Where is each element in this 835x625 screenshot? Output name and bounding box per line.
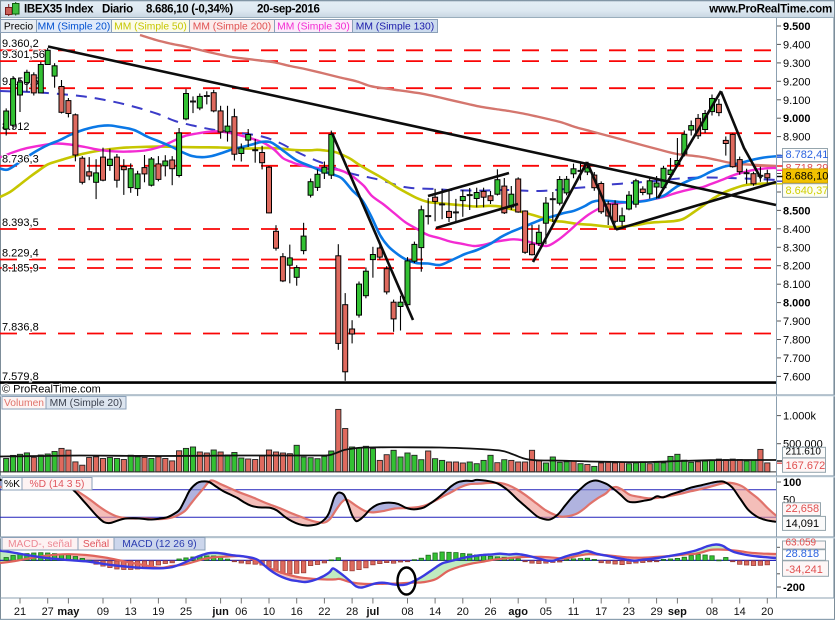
- svg-text:7.600: 7.600: [783, 371, 811, 383]
- svg-text:29: 29: [650, 606, 662, 618]
- svg-text:10: 10: [263, 606, 275, 618]
- svg-text:8.500: 8.500: [783, 205, 811, 217]
- svg-text:© ProRealTime.com: © ProRealTime.com: [2, 384, 101, 396]
- svg-text:9.301,56: 9.301,56: [2, 49, 45, 61]
- svg-text:8.736,3: 8.736,3: [2, 154, 39, 166]
- svg-text:-34,241: -34,241: [786, 564, 823, 576]
- svg-text:08: 08: [401, 606, 413, 618]
- svg-text:25: 25: [180, 606, 192, 618]
- svg-text:8.686,10 (-0,34%): 8.686,10 (-0,34%): [146, 4, 233, 16]
- svg-text:14: 14: [429, 606, 441, 618]
- svg-text:MM (Simple 20): MM (Simple 20): [50, 398, 123, 409]
- svg-text:14,091: 14,091: [786, 518, 820, 530]
- svg-text:jul: jul: [365, 606, 379, 618]
- svg-text:26: 26: [484, 606, 496, 618]
- svg-text:9.400: 9.400: [783, 39, 811, 51]
- svg-text:27: 27: [42, 606, 54, 618]
- svg-text:Diario: Diario: [102, 4, 133, 16]
- svg-text:11: 11: [568, 606, 579, 618]
- svg-text:8.200: 8.200: [783, 261, 811, 273]
- svg-text:IBEX35 Index: IBEX35 Index: [24, 4, 94, 16]
- svg-text:7.579,8: 7.579,8: [2, 371, 39, 383]
- svg-text:ago: ago: [508, 606, 528, 618]
- svg-text:8.393,5: 8.393,5: [2, 217, 39, 229]
- svg-text:may: may: [57, 606, 80, 618]
- svg-text:22,658: 22,658: [786, 503, 820, 515]
- svg-text:www.ProRealTime.com: www.ProRealTime.com: [708, 4, 832, 16]
- svg-text:09: 09: [97, 606, 109, 618]
- svg-text:jun: jun: [211, 606, 229, 618]
- svg-text:19: 19: [152, 606, 164, 618]
- svg-text:MM (Simple 20): MM (Simple 20): [38, 22, 111, 33]
- svg-text:9.200: 9.200: [783, 76, 811, 88]
- svg-text:8.782,41: 8.782,41: [786, 149, 829, 161]
- svg-text:14: 14: [734, 606, 746, 618]
- svg-text:8.686,10: 8.686,10: [786, 171, 829, 183]
- svg-text:28: 28: [346, 606, 358, 618]
- svg-text:211.610: 211.610: [786, 446, 822, 457]
- svg-text:MM (Simple 50): MM (Simple 50): [114, 22, 187, 33]
- svg-text:63.059: 63.059: [786, 538, 817, 549]
- svg-text:20: 20: [761, 606, 773, 618]
- svg-text:28.818: 28.818: [786, 548, 820, 560]
- svg-text:20: 20: [457, 606, 469, 618]
- svg-text:8.000: 8.000: [783, 298, 811, 310]
- svg-text:7.836,8: 7.836,8: [2, 322, 39, 334]
- svg-text:9.100: 9.100: [783, 95, 811, 107]
- svg-text:MM (Simple 130): MM (Simple 130): [356, 22, 434, 33]
- svg-text:8.900: 8.900: [783, 132, 811, 144]
- svg-text:22: 22: [318, 606, 330, 618]
- svg-text:8.300: 8.300: [783, 242, 811, 254]
- svg-text:23: 23: [623, 606, 635, 618]
- svg-text:20-sep-2016: 20-sep-2016: [257, 4, 320, 16]
- svg-text:8.640,37: 8.640,37: [786, 185, 829, 197]
- svg-text:167.672: 167.672: [786, 460, 826, 472]
- svg-text:21: 21: [14, 606, 26, 618]
- svg-text:sep: sep: [668, 606, 687, 618]
- svg-text:8.185,9: 8.185,9: [2, 263, 39, 275]
- svg-text:MM (Simple 200): MM (Simple 200): [193, 22, 271, 33]
- svg-text:9.360,2: 9.360,2: [2, 38, 39, 50]
- svg-text:7.900: 7.900: [783, 316, 811, 328]
- svg-text:9.000: 9.000: [783, 113, 811, 125]
- svg-text:17: 17: [595, 606, 607, 618]
- svg-text:%K: %K: [4, 479, 20, 490]
- svg-text:7.800: 7.800: [783, 335, 811, 347]
- svg-text:Precio: Precio: [4, 22, 33, 33]
- svg-text:06: 06: [235, 606, 247, 618]
- svg-text:8.100: 8.100: [783, 279, 811, 291]
- svg-text:1.000k: 1.000k: [783, 411, 817, 423]
- svg-text:9.300: 9.300: [783, 58, 811, 70]
- svg-text:8.229,4: 8.229,4: [2, 248, 39, 260]
- svg-text:MACD-, señal: MACD-, señal: [8, 539, 72, 550]
- svg-text:8.400: 8.400: [783, 224, 811, 236]
- svg-text:-200: -200: [783, 582, 805, 594]
- svg-text:08: 08: [706, 606, 718, 618]
- svg-text:7.700: 7.700: [783, 353, 811, 365]
- svg-text:05: 05: [540, 606, 552, 618]
- svg-text:9.500: 9.500: [783, 21, 811, 33]
- svg-text:MM (Simple 30): MM (Simple 30): [277, 22, 350, 33]
- svg-text:%D (14 3 5): %D (14 3 5): [30, 479, 85, 490]
- svg-text:Volumen: Volumen: [4, 398, 44, 409]
- svg-text:100: 100: [783, 477, 801, 489]
- svg-text:Señal: Señal: [83, 539, 109, 550]
- svg-text:13: 13: [125, 606, 137, 618]
- svg-text:MACD (12 26 9): MACD (12 26 9): [122, 539, 196, 550]
- svg-text:16: 16: [291, 606, 303, 618]
